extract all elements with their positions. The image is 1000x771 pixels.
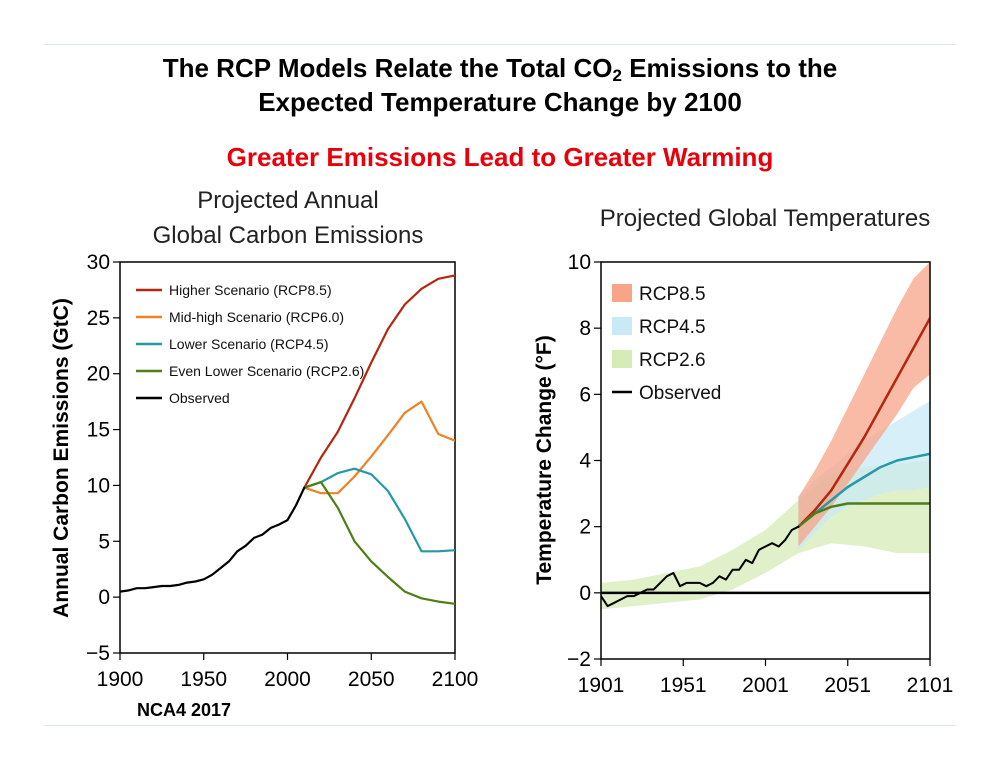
- temperature-y-axis-label: Temperature Change (°F): [533, 335, 556, 585]
- emissions-legend-label-even-lower-scenario-rcp2-6: Even Lower Scenario (RCP2.6): [169, 363, 364, 379]
- main-title-line-1: The RCP Models Relate the Total CO2 Emis…: [162, 53, 838, 85]
- temperature-series-rcp2-6: [797, 502, 930, 528]
- emissions-y-tick-label: 25: [87, 307, 110, 330]
- temperature-legend-label-rcp4-5: RCP4.5: [639, 317, 706, 338]
- temperature-legend-swatch-rcp2-6: [612, 350, 632, 368]
- temperature-y-tick-label: 10: [568, 251, 591, 274]
- temperature-x-tick-label: 2101: [907, 674, 954, 697]
- emissions-series-group: [120, 274, 455, 605]
- emissions-y-tick-label: 0: [98, 586, 110, 609]
- emissions-x-tick-label: 1950: [180, 668, 227, 691]
- temperature-legend-label-observed: Observed: [639, 383, 721, 404]
- emissions-y-tick-label: 30: [87, 251, 110, 274]
- temperature-chart: Projected Global Temperatures 1901 1951 200…: [533, 205, 953, 697]
- emissions-y-tick-label: −5: [86, 642, 110, 665]
- temperature-y-tick-label: −2: [567, 648, 591, 671]
- temperature-x-tick-label: 2001: [742, 674, 789, 697]
- temperature-legend-label-rcp2-6: RCP2.6: [639, 350, 706, 371]
- top-divider: [44, 44, 956, 45]
- source-label: NCA4 2017: [137, 700, 232, 720]
- emissions-chart-title-line-1: Projected Annual: [197, 187, 378, 214]
- temperature-y-tick-label: 4: [579, 450, 591, 473]
- emissions-legend-label-mid-high-scenario-rcp6-0: Mid-high Scenario (RCP6.0): [169, 309, 344, 325]
- temperature-x-tick-label: 2051: [824, 674, 871, 697]
- bottom-divider: [44, 725, 956, 726]
- temperature-chart-title: Projected Global Temperatures: [600, 205, 930, 232]
- temperature-series-observed: [601, 525, 800, 608]
- temperature-legend-swatch-rcp8-5: [612, 284, 632, 302]
- emissions-x-tick-label: 1900: [97, 668, 144, 691]
- emissions-series-even-lower-scenario-rcp2-6: [303, 481, 455, 605]
- emissions-legend-label-lower-scenario-rcp4-5: Lower Scenario (RCP4.5): [169, 336, 329, 352]
- emissions-series-observed: [120, 486, 306, 593]
- temperature-band-rcp8-5: [798, 262, 930, 547]
- temperature-plot-area: [601, 262, 930, 610]
- temperature-y-tick-label: 8: [579, 317, 591, 340]
- emissions-y-tick-label: 20: [87, 363, 110, 386]
- emissions-chart-title-line-2: Global Carbon Emissions: [153, 222, 424, 249]
- temperature-series-rcp4-5: [797, 452, 930, 528]
- temperature-x-tick-label: 1951: [660, 674, 707, 697]
- emissions-series-higher-scenario-rcp8-5: [303, 274, 455, 489]
- emissions-x-tick-label: 2050: [348, 668, 395, 691]
- temperature-y-tick-label: 2: [579, 516, 591, 539]
- emissions-y-tick-label: 5: [98, 530, 110, 553]
- emissions-x-tick-label: 2000: [264, 668, 311, 691]
- temperature-x-tick-label: 1901: [578, 674, 625, 697]
- temperature-band-rcp4-5: [798, 400, 930, 550]
- emissions-y-tick-label: 15: [87, 419, 110, 442]
- emissions-y-tick-label: 10: [87, 474, 110, 497]
- emissions-y-axis-label: Annual Carbon Emissions (GtC): [50, 298, 73, 618]
- emissions-legend-label-observed: Observed: [169, 390, 230, 406]
- temperature-y-tick-label: 6: [579, 383, 591, 406]
- temperature-y-tick-label: 0: [579, 582, 591, 605]
- emissions-legend-label-higher-scenario-rcp8-5: Higher Scenario (RCP8.5): [169, 282, 332, 298]
- subtitle: Greater Emissions Lead to Greater Warmin…: [226, 142, 774, 172]
- emissions-x-tick-label: 2100: [432, 668, 479, 691]
- temperature-legend-label-rcp8-5: RCP8.5: [639, 284, 706, 305]
- temperature-legend-swatch-rcp4-5: [612, 317, 632, 335]
- emissions-chart: Projected Annual Global Carbon Emissions 1…: [50, 187, 478, 691]
- emissions-series-lower-scenario-rcp4-5: [303, 467, 455, 553]
- main-title-line-2: Expected Temperature Change by 2100: [258, 87, 742, 117]
- temperature-series-rcp8-5: [797, 316, 930, 528]
